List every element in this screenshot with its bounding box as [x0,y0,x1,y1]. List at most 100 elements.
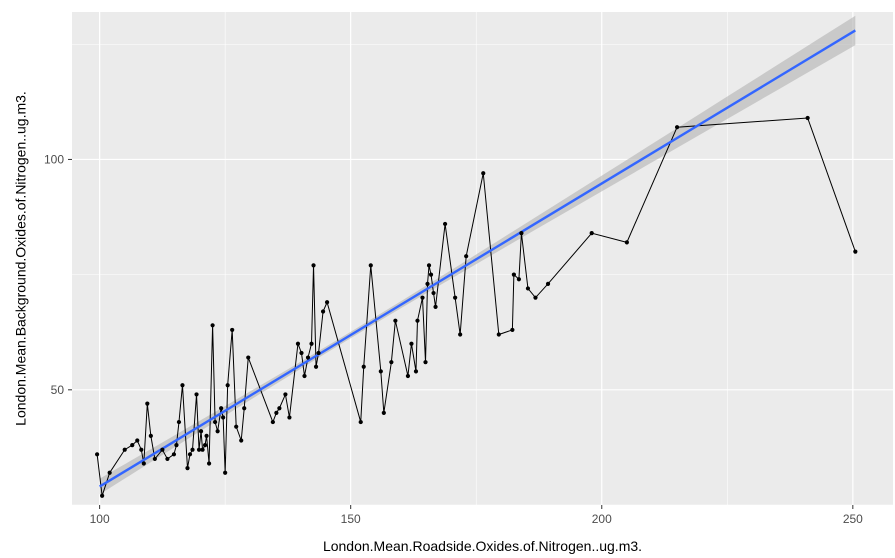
confidence-band [99,15,856,495]
data-point [198,429,204,434]
x-tick-label: 250 [843,512,863,526]
data-point [234,424,239,429]
x-axis-ticks: 100 150 200 250 [90,505,863,526]
data-point [425,281,430,286]
data-point [389,360,394,365]
data-point [230,327,235,333]
data-point [313,364,319,369]
data-point [200,447,205,452]
data-point [160,447,165,452]
data-point [428,272,434,277]
data-points [95,115,858,498]
data-point [302,373,307,379]
data-point [174,443,179,448]
data-point [196,447,202,452]
data-point [148,433,153,438]
data-point [190,447,195,452]
data-point [533,295,538,300]
data-point [145,401,150,406]
data-point [277,406,282,411]
data-point [135,438,140,443]
x-tick-label: 150 [341,512,361,526]
data-point [511,272,516,277]
data-point [246,355,251,360]
data-point [545,281,551,286]
data-point [210,323,215,328]
data-point [431,290,436,296]
data-point [309,341,314,346]
data-point [176,419,182,425]
data-point [378,369,383,374]
data-point [139,447,144,452]
data-point [141,461,146,466]
data-point [358,419,363,425]
y-tick-label: 100 [44,152,64,166]
data-point [516,277,522,282]
regression-line [98,29,856,488]
data-point [381,410,386,415]
data-point [295,341,301,346]
data-point [442,221,448,227]
data-point [223,470,228,475]
data-point [805,115,810,121]
data-point [519,231,524,236]
data-point [130,443,135,448]
data-point [320,309,326,314]
data-point [225,383,230,388]
data-point [287,415,292,420]
data-point [221,415,226,420]
data-point [409,341,414,346]
x-tick-label: 200 [592,512,612,526]
data-point [219,406,224,411]
data-point [361,364,366,369]
data-path-line [96,117,856,496]
data-point [180,383,185,388]
data-point [215,429,220,434]
data-point [283,392,288,397]
data-point [305,355,311,360]
data-point [206,461,212,466]
data-point [496,332,501,337]
data-point [481,171,486,176]
y-axis-ticks: 50 100 [44,152,72,397]
x-axis-title: London.Mean.Roadside.Oxides.of.Nitrogen.… [323,538,642,554]
data-point [171,452,177,457]
data-point [316,350,321,356]
data-point [299,350,304,356]
data-point [311,263,316,268]
data-point [274,410,279,415]
data-point [589,231,594,236]
data-point [213,419,218,425]
y-tick-label: 50 [51,383,65,397]
data-point [423,360,428,365]
data-point [165,456,170,462]
data-point [204,433,209,438]
data-point [624,240,629,245]
x-tick-label: 100 [90,512,110,526]
data-point [107,470,112,475]
data-point [194,392,199,397]
data-point [426,263,432,268]
data-point [187,452,193,457]
y-axis-title: London.Mean.Background.Oxides.of.Nitroge… [13,91,29,426]
data-point [393,318,398,323]
data-point [405,373,411,379]
data-point [510,327,515,333]
data-point [95,452,100,457]
data-point [525,286,531,291]
data-point [270,419,275,425]
data-point [674,125,680,130]
major-gridlines [72,12,893,505]
data-point [415,318,420,323]
data-point [152,456,157,462]
data-point [464,254,469,259]
data-point [853,249,858,254]
data-point [433,304,438,309]
data-point [202,443,208,448]
data-point [242,406,247,411]
data-point [368,263,373,268]
data-point [420,295,425,300]
data-point [413,369,419,374]
data-point [458,332,463,337]
data-point [453,295,458,300]
